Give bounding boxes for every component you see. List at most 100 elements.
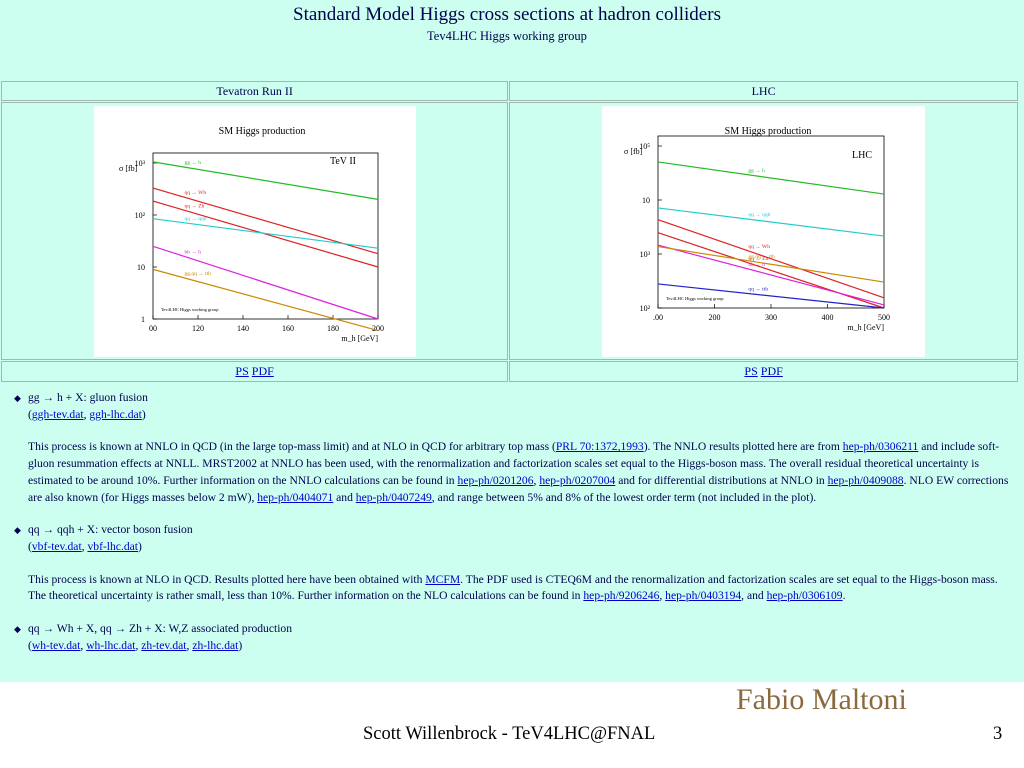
lhc-header: LHC	[509, 81, 1018, 101]
chart-footnote: Tev4LHC Higgs working group	[666, 296, 724, 301]
x-tick-label: 160	[282, 324, 294, 333]
series-label: gg,qq → tth	[184, 270, 211, 276]
x-tick-label: 140	[237, 324, 249, 333]
x-tick-label: 500	[878, 313, 890, 322]
series-label: gg → h	[184, 160, 201, 166]
lhc-plot: SM Higgs production LHC σ [fb] m_h [GeV] .00…	[602, 105, 926, 357]
lhc-plot-cell: SM Higgs production LHC σ [fb] m_h [GeV] .00…	[509, 102, 1018, 360]
tevatron-plot: SM Higgs production TeV II σ [fb] m_h [GeV]…	[93, 105, 416, 357]
series-line	[152, 217, 378, 249]
y-axis-label: σ [fb]	[624, 147, 643, 156]
process-heading: qq → qqh + X: vector boson fusion	[28, 523, 193, 537]
process-item: ◆ qq → qqh + X: vector boson fusion (vbf-t…	[14, 523, 193, 553]
lhc-chart: SM Higgs production LHC σ [fb] m_h [GeV] .00…	[624, 126, 890, 332]
description-text: , and	[741, 589, 767, 603]
tevatron-links: PS PDF	[1, 361, 509, 382]
data-file-link[interactable]: vbf-lhc.dat	[87, 539, 139, 553]
data-file-link[interactable]: wh-lhc.dat	[86, 638, 136, 652]
x-tick-label: 300	[765, 313, 777, 322]
lhc-pdf-link[interactable]: PDF	[760, 364, 783, 378]
series-line	[658, 245, 885, 283]
description-text: , and range between 5% and 8% of the low…	[431, 490, 817, 504]
page-subtitle: Tev4LHC Higgs working group	[427, 29, 587, 43]
series-label: qq → Wh	[748, 243, 770, 249]
series-line	[152, 160, 378, 200]
reference-link[interactable]: hep-ph/0306109	[766, 589, 843, 603]
description-text: ,	[533, 473, 540, 487]
y-tick-label: 10	[137, 263, 145, 272]
series-label: bb → h	[184, 249, 201, 255]
x-tick-label: 200	[372, 324, 384, 333]
x-tick-label: .00	[653, 313, 663, 322]
x-tick-label: 200	[709, 313, 721, 322]
y-tick-label: 10³	[640, 250, 651, 259]
series-label: bb → h	[748, 262, 765, 268]
description-text: and for differential distributions at NN…	[615, 473, 828, 487]
y-axis-label: σ [fb]	[119, 164, 138, 173]
data-file-link[interactable]: wh-tev.dat	[31, 638, 81, 652]
description-text: . NLO EW corrections are also known (for…	[28, 473, 1009, 504]
reference-link[interactable]: hep-ph/0403194	[665, 589, 742, 603]
description-text: This process is known at NLO in QCD. Res…	[28, 572, 426, 586]
tevatron-ps-link[interactable]: PS	[235, 364, 249, 378]
page-number: 3	[993, 724, 1003, 744]
series-line	[658, 282, 885, 309]
page-title: Standard Model Higgs cross sections at h…	[293, 4, 721, 25]
description-text: and include soft-gluon resummation effec…	[28, 440, 1000, 487]
process-item: ◆ qq → Wh + X, qq → Zh + X: W,Z associate…	[14, 622, 293, 652]
x-axis-label: m_h [GeV]	[341, 334, 378, 343]
y-tick-label: 10	[642, 196, 650, 205]
y-tick-label: 10²	[640, 304, 651, 313]
plot-frame	[152, 152, 378, 319]
lhc-ps-link[interactable]: PS	[744, 364, 758, 378]
reference-link[interactable]: hep-ph/0306211	[842, 440, 919, 454]
bullet-icon: ◆	[14, 393, 21, 403]
spacer	[14, 556, 1014, 572]
reference-link[interactable]: hep-ph/9206246	[583, 589, 660, 603]
series-label: qq → qqh	[748, 212, 770, 218]
series-label: qq → tth	[748, 286, 768, 292]
process-description: This process is known at NLO in QCD. Res…	[14, 572, 1014, 605]
chart-annotation: LHC	[852, 150, 872, 161]
description-text: This process is known at NNLO in QCD (in…	[28, 440, 556, 454]
series-line	[152, 200, 378, 268]
chart-title: SM Higgs production	[218, 126, 305, 137]
series-line	[657, 244, 885, 306]
reference-link[interactable]: hep-ph/0409088	[827, 473, 904, 487]
chart-footnote: Tev4LHC Higgs working group	[161, 307, 219, 312]
y-tick-label: 10⁵	[639, 142, 650, 151]
tevatron-chart: SM Higgs production TeV II σ [fb] m_h [GeV]…	[119, 126, 384, 343]
author-name: Fabio Maltoni	[736, 683, 907, 716]
reference-link[interactable]: hep-ph/0207004	[539, 473, 616, 487]
description-text: ,	[659, 589, 666, 603]
series-line	[152, 268, 378, 331]
reference-link[interactable]: MCFM	[425, 572, 461, 586]
data-file-link[interactable]: vbf-tev.dat	[31, 539, 82, 553]
bullet-icon: ◆	[14, 525, 21, 536]
description-text: and	[333, 490, 356, 504]
chart-annotation: TeV II	[330, 156, 356, 167]
tevatron-pdf-link[interactable]: PDF	[251, 364, 274, 378]
description-text: .	[842, 589, 846, 603]
process-list: ◆ gg → h + X: gluon fusion (ggh-tev.dat, g…	[14, 390, 1014, 654]
chart-title: SM Higgs production	[725, 126, 812, 137]
tevatron-plot-cell: SM Higgs production TeV II σ [fb] m_h [GeV]…	[1, 102, 509, 360]
series-label: qq → Zh	[748, 255, 768, 261]
data-file-link[interactable]: zh-lhc.dat	[192, 638, 239, 652]
reference-link[interactable]: hep-ph/0201206	[457, 473, 534, 487]
series-label: qq → Wh	[184, 190, 206, 196]
reference-link[interactable]: hep-ph/0407249	[355, 490, 432, 504]
spacer	[14, 423, 1014, 439]
bullet-icon: ◆	[14, 624, 21, 635]
reference-link[interactable]: PRL 70:1372,1993	[555, 440, 644, 454]
data-file-link[interactable]: ggh-lhc.dat	[89, 407, 142, 421]
data-file-link[interactable]: ggh-tev.dat	[31, 407, 84, 421]
slide-content: Standard Model Higgs cross sections at h…	[0, 0, 1024, 682]
x-tick-label: 00	[149, 324, 157, 333]
data-file-link[interactable]: zh-tev.dat	[141, 638, 187, 652]
series-line	[658, 160, 885, 195]
reference-link[interactable]: hep-ph/0404071	[257, 490, 334, 504]
description-text: . The PDF used is CTEQ6M and the renorma…	[28, 572, 998, 603]
x-tick-label: 120	[192, 324, 204, 333]
series-line	[658, 206, 885, 237]
